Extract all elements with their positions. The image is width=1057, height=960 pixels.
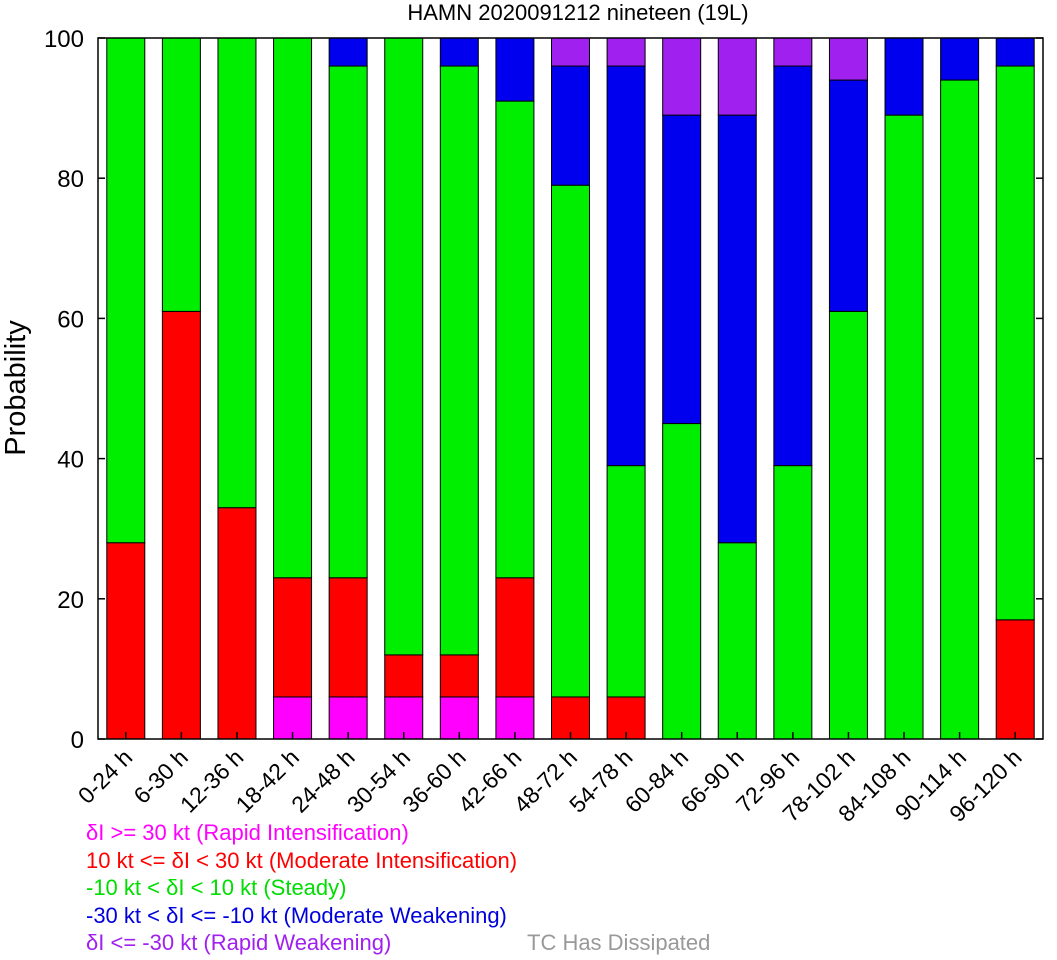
bar-segment-3-1: [273, 577, 313, 698]
bar-segment-12-3: [773, 65, 813, 467]
bar-segment-13-4: [828, 37, 868, 81]
bar-segment-4-0: [328, 696, 368, 740]
bar-segment-8-1: [551, 696, 590, 740]
y-tick-label: 60: [57, 306, 84, 333]
bar-segment-0-2: [106, 37, 146, 544]
bar-segment-1-2: [161, 37, 201, 312]
bar-segment-11-4: [717, 37, 757, 116]
bar-segment-8-3: [551, 65, 590, 186]
bar-segment-8-4: [551, 37, 590, 67]
legend-item-rapid-weakening: δI <= -30 kt (Rapid Weakening): [86, 930, 392, 955]
bar-segment-2-2: [217, 37, 257, 509]
bars-group: [106, 37, 1035, 740]
bar-segment-4-2: [328, 65, 368, 579]
bar-segment-1-1: [161, 310, 201, 740]
bar-segment-13-3: [828, 79, 868, 312]
y-tick-label: 40: [57, 447, 84, 474]
bar-segment-12-4: [773, 37, 813, 67]
bar-segment-5-1: [384, 654, 424, 698]
bar-segment-12-2: [773, 465, 813, 740]
bar-segment-16-2: [995, 65, 1035, 621]
bar-segment-10-3: [662, 114, 702, 425]
bar-segment-16-3: [995, 37, 1035, 67]
chart-title: HAMN 2020091212 nineteen (19L): [407, 0, 748, 25]
y-tick-label: 20: [57, 587, 84, 614]
legend-item-rapid-intensification: δI >= 30 kt (Rapid Intensification): [86, 820, 409, 845]
bar-segment-11-3: [717, 114, 757, 544]
bar-segment-4-3: [328, 37, 368, 67]
bar-segment-15-2: [940, 79, 980, 740]
legend: δI >= 30 kt (Rapid Intensification) 10 k…: [86, 819, 517, 957]
bar-segment-9-4: [606, 37, 646, 67]
bar-segment-6-3: [439, 37, 479, 67]
bar-segment-9-3: [606, 65, 646, 467]
bar-segment-10-2: [662, 423, 702, 740]
bar-segment-9-2: [606, 465, 646, 698]
bar-segment-8-2: [551, 184, 590, 698]
bar-segment-14-3: [884, 37, 924, 116]
bar-segment-7-3: [495, 37, 535, 102]
bar-segment-11-2: [717, 542, 757, 740]
bar-segment-5-2: [384, 37, 424, 656]
y-tick-label: 80: [57, 166, 84, 193]
y-axis-label: Probability: [0, 320, 32, 456]
bar-segment-6-1: [439, 654, 479, 698]
y-tick-label: 100: [44, 26, 84, 53]
bar-segment-2-1: [217, 507, 257, 740]
y-tick-label: 0: [71, 727, 84, 754]
legend-item-steady: -10 kt < δI < 10 kt (Steady): [86, 875, 347, 900]
bar-segment-0-1: [106, 542, 146, 740]
bar-segment-14-2: [884, 114, 924, 740]
legend-item-dissipated: TC Has Dissipated: [527, 930, 711, 955]
bar-segment-6-0: [439, 696, 479, 740]
bar-segment-10-4: [662, 37, 702, 116]
bar-segment-13-2: [828, 310, 868, 740]
bar-segment-7-2: [495, 100, 535, 579]
bar-segment-6-2: [439, 65, 479, 656]
legend-item-moderate-weakening: -30 kt < δI <= -10 kt (Moderate Weakenin…: [86, 902, 507, 928]
bar-segment-7-1: [495, 577, 535, 698]
bar-segment-3-0: [273, 696, 313, 740]
bar-segment-3-2: [273, 37, 313, 579]
bar-segment-4-1: [328, 577, 368, 698]
bar-segment-16-1: [995, 619, 1035, 740]
bar-segment-15-3: [940, 37, 980, 81]
legend-item-moderate-intensification: 10 kt <= δI < 30 kt (Moderate Intensific…: [86, 847, 518, 873]
